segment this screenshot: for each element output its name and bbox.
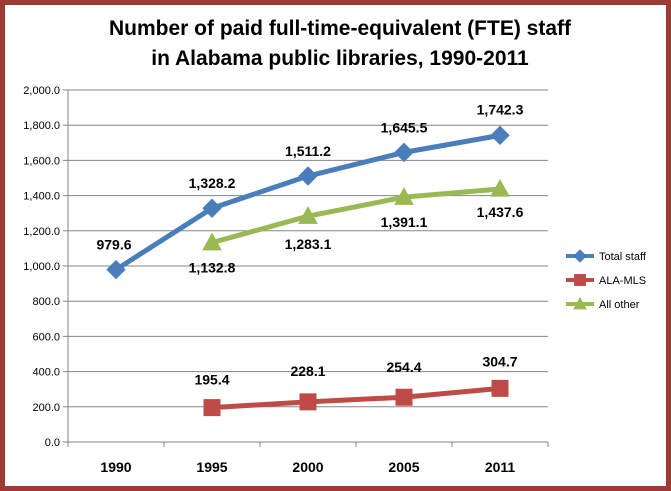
data-point-all-other [202, 232, 222, 251]
data-label-all-other: 1,132.8 [189, 260, 236, 276]
y-tick-label: 600.0 [32, 331, 60, 343]
data-label-total-staff: 1,645.5 [381, 119, 428, 135]
data-point-total-staff [394, 142, 414, 163]
data-label-all-other: 1,437.6 [477, 204, 524, 220]
gridlines [68, 89, 548, 408]
legend-label-all-other: All other [599, 299, 640, 311]
data-label-all-other: 1,283.1 [285, 236, 332, 252]
data-point-ala-mls [203, 399, 221, 417]
x-tick-label: 2005 [388, 459, 419, 475]
legend-marker-total-staff [573, 249, 587, 263]
y-tick-label: 800.0 [32, 296, 60, 308]
data-point-all-other [490, 178, 510, 197]
y-tick-label: 2,000.0 [23, 85, 60, 97]
y-tick-label: 0.0 [45, 437, 60, 449]
chart-title-line-2: in Alabama public libraries, 1990-2011 [151, 47, 529, 70]
data-label-ala-mls: 195.4 [194, 372, 229, 388]
legend-label-total-staff: Total staff [599, 251, 647, 263]
data-point-all-other [394, 187, 414, 205]
data-point-total-staff [202, 198, 222, 218]
data-label-all-other: 1,391.1 [381, 214, 428, 230]
data-point-ala-mls [395, 388, 413, 406]
series-line-ala-mls [211, 385, 501, 411]
data-point-total-staff [298, 166, 318, 186]
legend: Total staff ALA-MLS All other [566, 249, 647, 311]
chart-title-line-1: Number of paid full-time-equivalent (FTE… [108, 17, 571, 40]
data-point-ala-mls [491, 379, 509, 397]
data-label-total-staff: 1,742.3 [477, 101, 524, 117]
data-point-total-staff [106, 259, 126, 280]
legend-marker-all-other [573, 296, 587, 310]
legend-marker-ala-mls [574, 274, 586, 286]
data-label-ala-mls: 304.7 [482, 353, 517, 369]
y-tick-label: 1,400.0 [23, 191, 60, 203]
data-point-ala-mls [299, 393, 317, 411]
legend-label-ala-mls: ALA-MLS [599, 275, 646, 287]
y-tick-label: 400.0 [32, 367, 60, 379]
data-point-total-staff [490, 125, 510, 146]
data-label-ala-mls: 254.4 [386, 359, 421, 375]
x-tick-label: 1995 [196, 459, 227, 475]
series-layer [106, 125, 510, 417]
data-point-all-other [298, 206, 318, 224]
series-line-all-other [211, 186, 501, 246]
data-label-total-staff: 979.6 [96, 237, 131, 253]
data-label-total-staff: 1,511.2 [285, 143, 331, 159]
y-tick-label: 200.0 [32, 402, 60, 414]
x-tick-label: 2000 [292, 459, 323, 475]
data-label-ala-mls: 228.1 [290, 363, 325, 379]
chart-title: Number of paid full-time-equivalent (FTE… [40, 14, 640, 74]
x-tick-label: 1990 [100, 459, 131, 475]
y-tick-label: 1,800.0 [23, 120, 60, 132]
data-label-total-staff: 1,328.2 [189, 175, 236, 191]
y-tick-label: 1,600.0 [23, 155, 60, 167]
axes: 0.0 200.0 400.0 600.0 800.0 1,000.0 1,200.0 1,4… [23, 85, 549, 475]
y-tick-label: 1,200.0 [23, 226, 60, 238]
y-tick-label: 1,000.0 [23, 261, 60, 273]
data-labels: 979.6 1,328.2 1,511.2 1,645.5 1,742.3 195.4 22… [96, 101, 523, 387]
x-tick-label: 2011 [485, 459, 516, 475]
